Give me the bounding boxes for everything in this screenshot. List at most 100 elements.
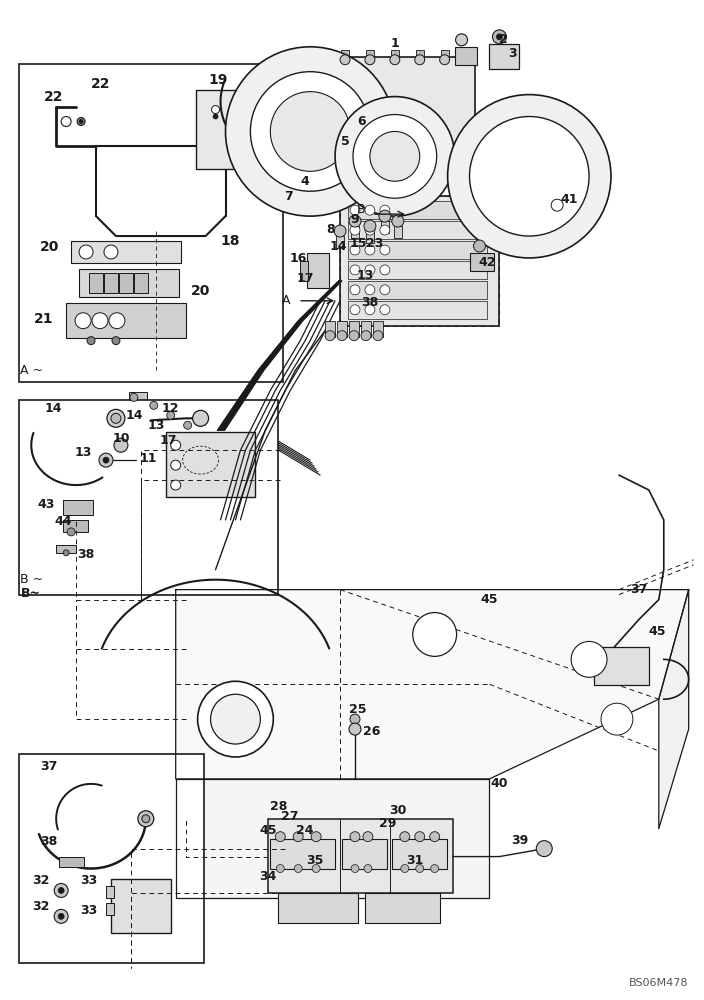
Circle shape bbox=[474, 240, 486, 252]
Text: 14: 14 bbox=[44, 402, 62, 415]
Text: 23: 23 bbox=[366, 237, 384, 250]
Circle shape bbox=[79, 120, 83, 123]
Bar bbox=[349, 321, 359, 337]
Circle shape bbox=[213, 114, 218, 119]
Polygon shape bbox=[176, 779, 489, 898]
Circle shape bbox=[210, 694, 260, 744]
Circle shape bbox=[275, 832, 285, 842]
Text: 13: 13 bbox=[356, 269, 374, 282]
Bar bbox=[365, 893, 440, 923]
Bar bbox=[19, 400, 278, 595]
Circle shape bbox=[351, 865, 359, 873]
Text: 1: 1 bbox=[391, 37, 399, 50]
Circle shape bbox=[601, 703, 633, 735]
Circle shape bbox=[361, 331, 371, 341]
Text: 20: 20 bbox=[39, 240, 59, 254]
Circle shape bbox=[496, 34, 503, 40]
Circle shape bbox=[170, 460, 181, 470]
Circle shape bbox=[184, 421, 191, 429]
Text: 8: 8 bbox=[326, 223, 334, 236]
Text: 3: 3 bbox=[508, 47, 517, 60]
Text: 11: 11 bbox=[140, 452, 158, 465]
Bar bbox=[342, 839, 387, 869]
Text: 13: 13 bbox=[75, 446, 92, 459]
Bar bbox=[348, 201, 487, 219]
Circle shape bbox=[350, 205, 360, 215]
Text: 38: 38 bbox=[361, 296, 379, 309]
Circle shape bbox=[193, 410, 208, 426]
Circle shape bbox=[270, 92, 350, 171]
Bar bbox=[89, 273, 103, 293]
Bar bbox=[348, 281, 487, 299]
Circle shape bbox=[54, 883, 68, 897]
Circle shape bbox=[365, 265, 375, 275]
Circle shape bbox=[392, 215, 404, 227]
Circle shape bbox=[340, 55, 350, 65]
Text: 32: 32 bbox=[32, 900, 50, 913]
Circle shape bbox=[440, 55, 450, 65]
Circle shape bbox=[400, 832, 410, 842]
Circle shape bbox=[415, 832, 425, 842]
Bar bbox=[441, 50, 448, 60]
Circle shape bbox=[448, 95, 611, 258]
Circle shape bbox=[536, 841, 552, 857]
Circle shape bbox=[107, 409, 125, 427]
Bar bbox=[19, 754, 203, 963]
Text: 19: 19 bbox=[209, 73, 228, 87]
Text: 29: 29 bbox=[379, 817, 396, 830]
Circle shape bbox=[401, 865, 409, 873]
Bar bbox=[325, 321, 335, 337]
Polygon shape bbox=[659, 590, 689, 829]
Bar bbox=[104, 273, 118, 293]
Circle shape bbox=[373, 331, 383, 341]
Circle shape bbox=[232, 106, 239, 114]
Circle shape bbox=[571, 641, 607, 677]
Text: 41: 41 bbox=[560, 193, 578, 206]
Circle shape bbox=[311, 832, 321, 842]
Bar bbox=[134, 273, 148, 293]
Circle shape bbox=[79, 245, 93, 259]
Text: 14: 14 bbox=[125, 409, 143, 422]
Bar bbox=[307, 253, 329, 288]
Bar bbox=[361, 321, 371, 337]
Circle shape bbox=[198, 681, 273, 757]
Circle shape bbox=[334, 225, 346, 237]
Text: 18: 18 bbox=[221, 234, 240, 248]
Text: 27: 27 bbox=[282, 810, 299, 823]
Text: 30: 30 bbox=[389, 804, 406, 817]
Text: 42: 42 bbox=[479, 256, 496, 269]
Text: 14: 14 bbox=[329, 240, 347, 253]
Circle shape bbox=[380, 245, 390, 255]
Circle shape bbox=[380, 225, 390, 235]
Circle shape bbox=[54, 909, 68, 923]
Circle shape bbox=[312, 865, 320, 873]
Circle shape bbox=[492, 30, 506, 44]
Text: 17: 17 bbox=[296, 272, 314, 285]
Bar bbox=[416, 50, 424, 60]
Bar bbox=[341, 50, 349, 60]
Circle shape bbox=[365, 285, 375, 295]
Text: 22: 22 bbox=[44, 90, 63, 104]
Circle shape bbox=[114, 438, 128, 452]
Text: 28: 28 bbox=[270, 800, 287, 813]
Text: 10: 10 bbox=[112, 432, 130, 445]
Text: 45: 45 bbox=[260, 824, 277, 837]
Circle shape bbox=[61, 117, 71, 126]
Bar bbox=[278, 893, 358, 923]
Bar bbox=[594, 647, 649, 685]
Circle shape bbox=[364, 220, 376, 232]
Circle shape bbox=[75, 313, 91, 329]
Text: 6: 6 bbox=[358, 115, 366, 128]
Circle shape bbox=[349, 723, 361, 735]
Bar bbox=[63, 500, 93, 515]
Circle shape bbox=[111, 413, 121, 423]
Bar bbox=[129, 392, 147, 402]
Bar bbox=[119, 273, 133, 293]
Circle shape bbox=[390, 55, 400, 65]
Text: B ~: B ~ bbox=[20, 573, 43, 586]
Bar bbox=[381, 221, 389, 233]
Circle shape bbox=[77, 118, 85, 125]
Bar bbox=[366, 50, 374, 60]
Bar bbox=[111, 879, 170, 933]
Circle shape bbox=[365, 305, 375, 315]
